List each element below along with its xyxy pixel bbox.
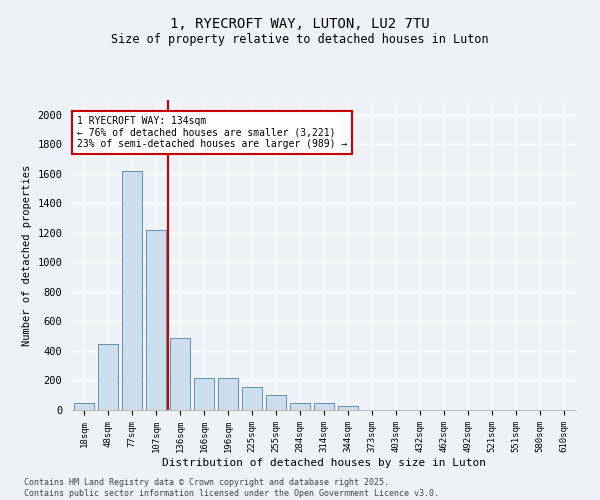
Bar: [170, 338, 190, 410]
Bar: [314, 402, 334, 410]
Bar: [266, 395, 286, 410]
Bar: [146, 230, 166, 410]
Bar: [242, 387, 262, 410]
Bar: [74, 402, 94, 410]
Bar: [338, 406, 358, 410]
Text: 1, RYECROFT WAY, LUTON, LU2 7TU: 1, RYECROFT WAY, LUTON, LU2 7TU: [170, 18, 430, 32]
Bar: [290, 402, 310, 410]
Bar: [122, 171, 142, 410]
Text: Size of property relative to detached houses in Luton: Size of property relative to detached ho…: [111, 32, 489, 46]
Text: Contains HM Land Registry data © Crown copyright and database right 2025.
Contai: Contains HM Land Registry data © Crown c…: [24, 478, 439, 498]
X-axis label: Distribution of detached houses by size in Luton: Distribution of detached houses by size …: [162, 458, 486, 468]
Y-axis label: Number of detached properties: Number of detached properties: [22, 164, 32, 346]
Bar: [218, 378, 238, 410]
Bar: [194, 378, 214, 410]
Bar: [98, 344, 118, 410]
Text: 1 RYECROFT WAY: 134sqm
← 76% of detached houses are smaller (3,221)
23% of semi-: 1 RYECROFT WAY: 134sqm ← 76% of detached…: [77, 116, 347, 148]
